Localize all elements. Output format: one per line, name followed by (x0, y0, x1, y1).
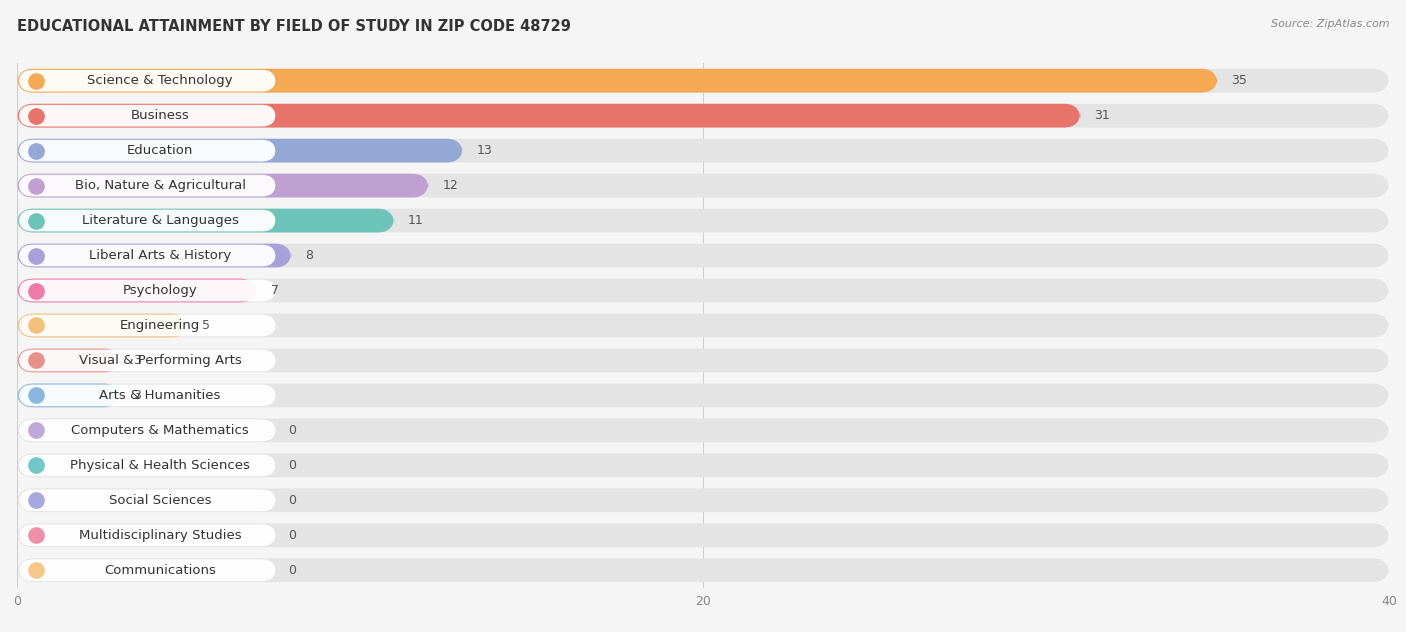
FancyBboxPatch shape (17, 209, 394, 233)
FancyBboxPatch shape (18, 245, 276, 266)
FancyBboxPatch shape (17, 139, 1389, 162)
FancyBboxPatch shape (17, 104, 1389, 128)
FancyBboxPatch shape (17, 349, 1389, 372)
Text: Arts & Humanities: Arts & Humanities (100, 389, 221, 402)
FancyBboxPatch shape (17, 559, 1389, 582)
FancyBboxPatch shape (17, 349, 120, 372)
Text: Communications: Communications (104, 564, 217, 577)
Text: 13: 13 (477, 144, 492, 157)
Text: 0: 0 (288, 564, 295, 577)
Text: 0: 0 (288, 459, 295, 472)
FancyBboxPatch shape (17, 244, 1389, 267)
Text: 11: 11 (408, 214, 423, 227)
Text: 3: 3 (134, 389, 142, 402)
FancyBboxPatch shape (18, 454, 276, 476)
Text: 3: 3 (134, 354, 142, 367)
FancyBboxPatch shape (18, 420, 276, 441)
Text: Visual & Performing Arts: Visual & Performing Arts (79, 354, 242, 367)
FancyBboxPatch shape (17, 69, 1389, 92)
FancyBboxPatch shape (17, 489, 1389, 512)
Text: 8: 8 (305, 249, 314, 262)
FancyBboxPatch shape (18, 385, 276, 406)
FancyBboxPatch shape (18, 349, 276, 371)
Text: Literature & Languages: Literature & Languages (82, 214, 239, 227)
FancyBboxPatch shape (17, 384, 120, 407)
FancyBboxPatch shape (17, 209, 1389, 233)
Text: Computers & Mathematics: Computers & Mathematics (72, 424, 249, 437)
FancyBboxPatch shape (17, 384, 1389, 407)
FancyBboxPatch shape (17, 523, 1389, 547)
FancyBboxPatch shape (17, 139, 463, 162)
Text: Bio, Nature & Agricultural: Bio, Nature & Agricultural (75, 179, 246, 192)
Text: 12: 12 (443, 179, 458, 192)
Text: 0: 0 (288, 494, 295, 507)
FancyBboxPatch shape (18, 210, 276, 231)
FancyBboxPatch shape (18, 559, 276, 581)
Text: 0: 0 (288, 424, 295, 437)
FancyBboxPatch shape (18, 525, 276, 546)
Text: Psychology: Psychology (122, 284, 197, 297)
Text: Liberal Arts & History: Liberal Arts & History (89, 249, 231, 262)
Text: Physical & Health Sciences: Physical & Health Sciences (70, 459, 250, 472)
FancyBboxPatch shape (17, 69, 1218, 92)
FancyBboxPatch shape (17, 418, 1389, 442)
FancyBboxPatch shape (18, 140, 276, 161)
FancyBboxPatch shape (18, 175, 276, 197)
Text: 0: 0 (288, 529, 295, 542)
Text: 5: 5 (202, 319, 209, 332)
FancyBboxPatch shape (17, 454, 1389, 477)
Text: EDUCATIONAL ATTAINMENT BY FIELD OF STUDY IN ZIP CODE 48729: EDUCATIONAL ATTAINMENT BY FIELD OF STUDY… (17, 19, 571, 34)
Text: Multidisciplinary Studies: Multidisciplinary Studies (79, 529, 242, 542)
FancyBboxPatch shape (18, 315, 276, 336)
Text: Social Sciences: Social Sciences (108, 494, 211, 507)
Text: 7: 7 (271, 284, 278, 297)
Text: 35: 35 (1232, 74, 1247, 87)
FancyBboxPatch shape (17, 104, 1080, 128)
FancyBboxPatch shape (17, 313, 188, 337)
FancyBboxPatch shape (18, 105, 276, 126)
FancyBboxPatch shape (17, 279, 1389, 302)
Text: Business: Business (131, 109, 190, 122)
Text: Education: Education (127, 144, 193, 157)
FancyBboxPatch shape (17, 174, 1389, 197)
Text: Source: ZipAtlas.com: Source: ZipAtlas.com (1271, 19, 1389, 29)
Text: Engineering: Engineering (120, 319, 200, 332)
FancyBboxPatch shape (17, 313, 1389, 337)
FancyBboxPatch shape (17, 244, 291, 267)
FancyBboxPatch shape (18, 280, 276, 301)
FancyBboxPatch shape (18, 490, 276, 511)
FancyBboxPatch shape (18, 70, 276, 92)
FancyBboxPatch shape (17, 279, 257, 302)
Text: 31: 31 (1094, 109, 1109, 122)
FancyBboxPatch shape (17, 174, 429, 197)
Text: Science & Technology: Science & Technology (87, 74, 233, 87)
